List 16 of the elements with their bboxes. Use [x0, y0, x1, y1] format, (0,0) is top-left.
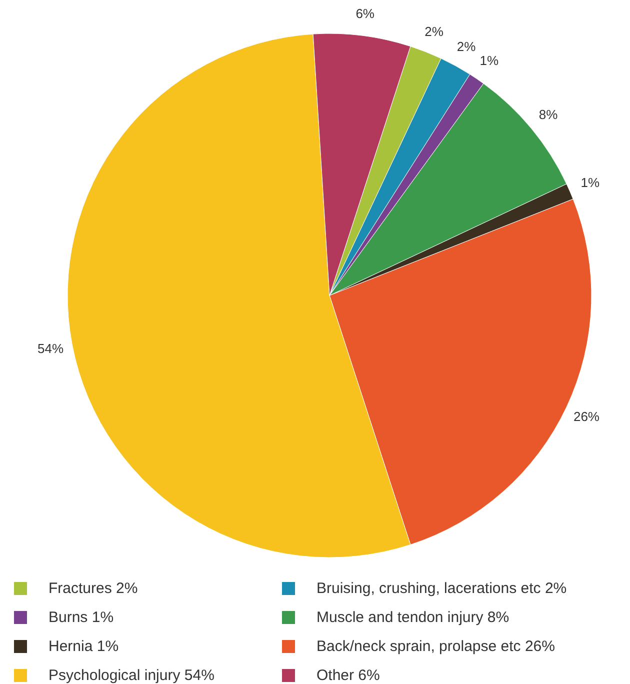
- legend-label: Back/neck sprain, prolapse etc 26%: [316, 638, 555, 655]
- legend-label: Burns 1%: [48, 609, 114, 626]
- legend-label: Muscle and tendon injury 8%: [316, 609, 510, 626]
- data-label: 2%: [424, 24, 444, 39]
- legend-label: Hernia 1%: [48, 638, 119, 655]
- legend-label: Other 6%: [316, 667, 380, 684]
- data-label: 1%: [580, 175, 600, 190]
- data-label: 2%: [456, 39, 476, 54]
- data-label: 54%: [38, 341, 64, 356]
- legend-label: Fractures 2%: [48, 580, 138, 597]
- data-label: 26%: [573, 408, 600, 424]
- data-label: 6%: [356, 6, 375, 22]
- legend-label: Psychological injury 54%: [48, 667, 214, 684]
- legend-label: Bruising, crushing, lacerations etc 2%: [316, 580, 567, 597]
- data-label: 8%: [538, 106, 558, 122]
- data-label: 1%: [480, 53, 499, 68]
